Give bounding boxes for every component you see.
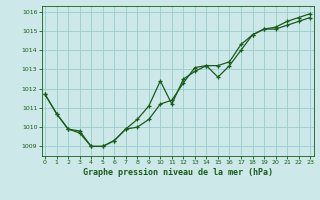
X-axis label: Graphe pression niveau de la mer (hPa): Graphe pression niveau de la mer (hPa) (83, 168, 273, 177)
